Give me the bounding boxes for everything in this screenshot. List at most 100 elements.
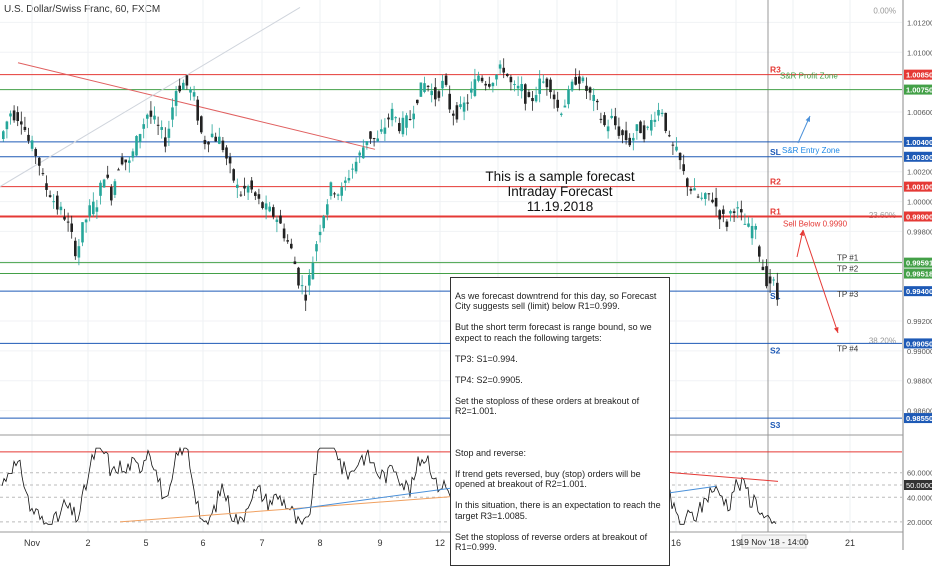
candle-body <box>354 161 358 172</box>
candle-body <box>617 126 621 136</box>
candle-body <box>221 140 225 151</box>
candle-body <box>160 127 163 130</box>
candle-body <box>603 115 606 126</box>
price-tag-label: 1.00750 <box>906 86 932 95</box>
candle-body <box>63 216 66 220</box>
candle-body <box>250 180 253 190</box>
candle-body <box>747 223 750 227</box>
candle-body <box>156 124 160 126</box>
x-tick-label: 16 <box>671 538 681 548</box>
candle-body <box>106 174 109 178</box>
candle-body <box>264 203 268 210</box>
x-tick-label: Nov <box>24 538 41 548</box>
price-tag <box>904 338 932 349</box>
candle-body <box>614 116 617 126</box>
candle-body <box>509 76 513 83</box>
candle-body <box>239 194 243 196</box>
candle-body <box>275 219 279 222</box>
candle-body <box>722 209 725 214</box>
price-tag <box>904 211 932 222</box>
candle-body <box>660 112 664 115</box>
candle-body <box>210 133 214 137</box>
candle-body <box>308 275 311 286</box>
price-tick-label: 0.98800 <box>907 377 932 386</box>
candle-body <box>570 81 574 91</box>
candle-body <box>38 157 41 166</box>
candle-body <box>693 188 696 191</box>
candle-body <box>282 228 286 239</box>
candle-body <box>207 141 210 145</box>
candle-body <box>380 129 383 132</box>
candle-body <box>585 85 588 91</box>
candle-body <box>30 140 34 149</box>
price-tag <box>904 413 932 424</box>
candle-body <box>668 135 671 137</box>
forecast-title-line-2: Intraday Forecast <box>507 184 613 199</box>
annotation-line: Set the stoploss of these orders at brea… <box>455 395 640 417</box>
price-tick-label: 0.98600 <box>907 407 932 416</box>
candle-body <box>732 211 736 213</box>
candle-body <box>689 188 693 191</box>
candle-body <box>228 156 232 164</box>
price-tick-label: 0.99000 <box>907 347 932 356</box>
candle-body <box>232 169 235 181</box>
candle-body <box>653 119 657 122</box>
candle-body <box>182 82 185 90</box>
annotation-line: TP3: S1=0.994. <box>455 353 518 364</box>
candle-body <box>642 125 646 140</box>
candle-body <box>765 266 768 287</box>
candle-body <box>556 99 559 108</box>
candle-body <box>347 178 351 181</box>
level-label: TP #1 <box>837 254 859 263</box>
price-tag-label: 1.00400 <box>906 138 932 147</box>
candle-body <box>401 117 405 135</box>
candle-body <box>545 78 549 88</box>
candle-body <box>707 193 711 195</box>
candle-body <box>387 117 390 120</box>
candle-body <box>369 131 372 139</box>
price-chart[interactable]: Nov25678912131415161920211.012001.010001… <box>0 0 932 550</box>
candle-body <box>588 87 592 93</box>
candle-body <box>351 168 354 170</box>
candle-body <box>628 137 631 146</box>
x-tick-label: 8 <box>317 538 322 548</box>
price-tag <box>904 151 932 162</box>
candle-body <box>480 77 484 82</box>
candle-body <box>437 91 441 98</box>
candle-body <box>243 185 246 189</box>
candle-body <box>488 83 491 87</box>
candle-body <box>149 110 153 117</box>
candle-body <box>606 126 610 132</box>
candle-body <box>772 279 775 281</box>
candle-body <box>484 83 487 86</box>
candle-body <box>66 221 70 223</box>
candle-body <box>513 84 516 86</box>
candle-body <box>567 89 570 105</box>
candle-body <box>495 74 498 80</box>
candle-body <box>84 219 88 223</box>
level-label: S1 <box>770 291 781 301</box>
candle-body <box>624 130 628 141</box>
candle-body <box>542 81 545 83</box>
candle-body <box>592 94 595 101</box>
candle-body <box>344 180 347 183</box>
x-tick-label: 6 <box>200 538 205 548</box>
candle-body <box>74 240 77 257</box>
candle-body <box>246 186 250 193</box>
cursor-date-label: 19 Nov '18 - 14:00 <box>739 537 808 547</box>
x-tick-label: 21 <box>845 538 855 548</box>
level-label: SL <box>770 147 781 157</box>
fib-label: 38.20% <box>869 336 896 345</box>
candle-body <box>23 126 27 131</box>
price-tag-label: 0.99400 <box>906 287 932 296</box>
candle-body <box>272 207 275 217</box>
price-tag <box>904 69 932 80</box>
annotation-line: If trend gets reversed, buy (stop) order… <box>455 468 641 490</box>
level-label: R2 <box>770 177 781 187</box>
candle-body <box>700 197 703 199</box>
candle-body <box>394 117 397 119</box>
candle-body <box>740 209 743 213</box>
candle-body <box>117 169 120 171</box>
price-tag-label: 0.99591 <box>906 259 932 268</box>
candle-body <box>750 225 754 239</box>
